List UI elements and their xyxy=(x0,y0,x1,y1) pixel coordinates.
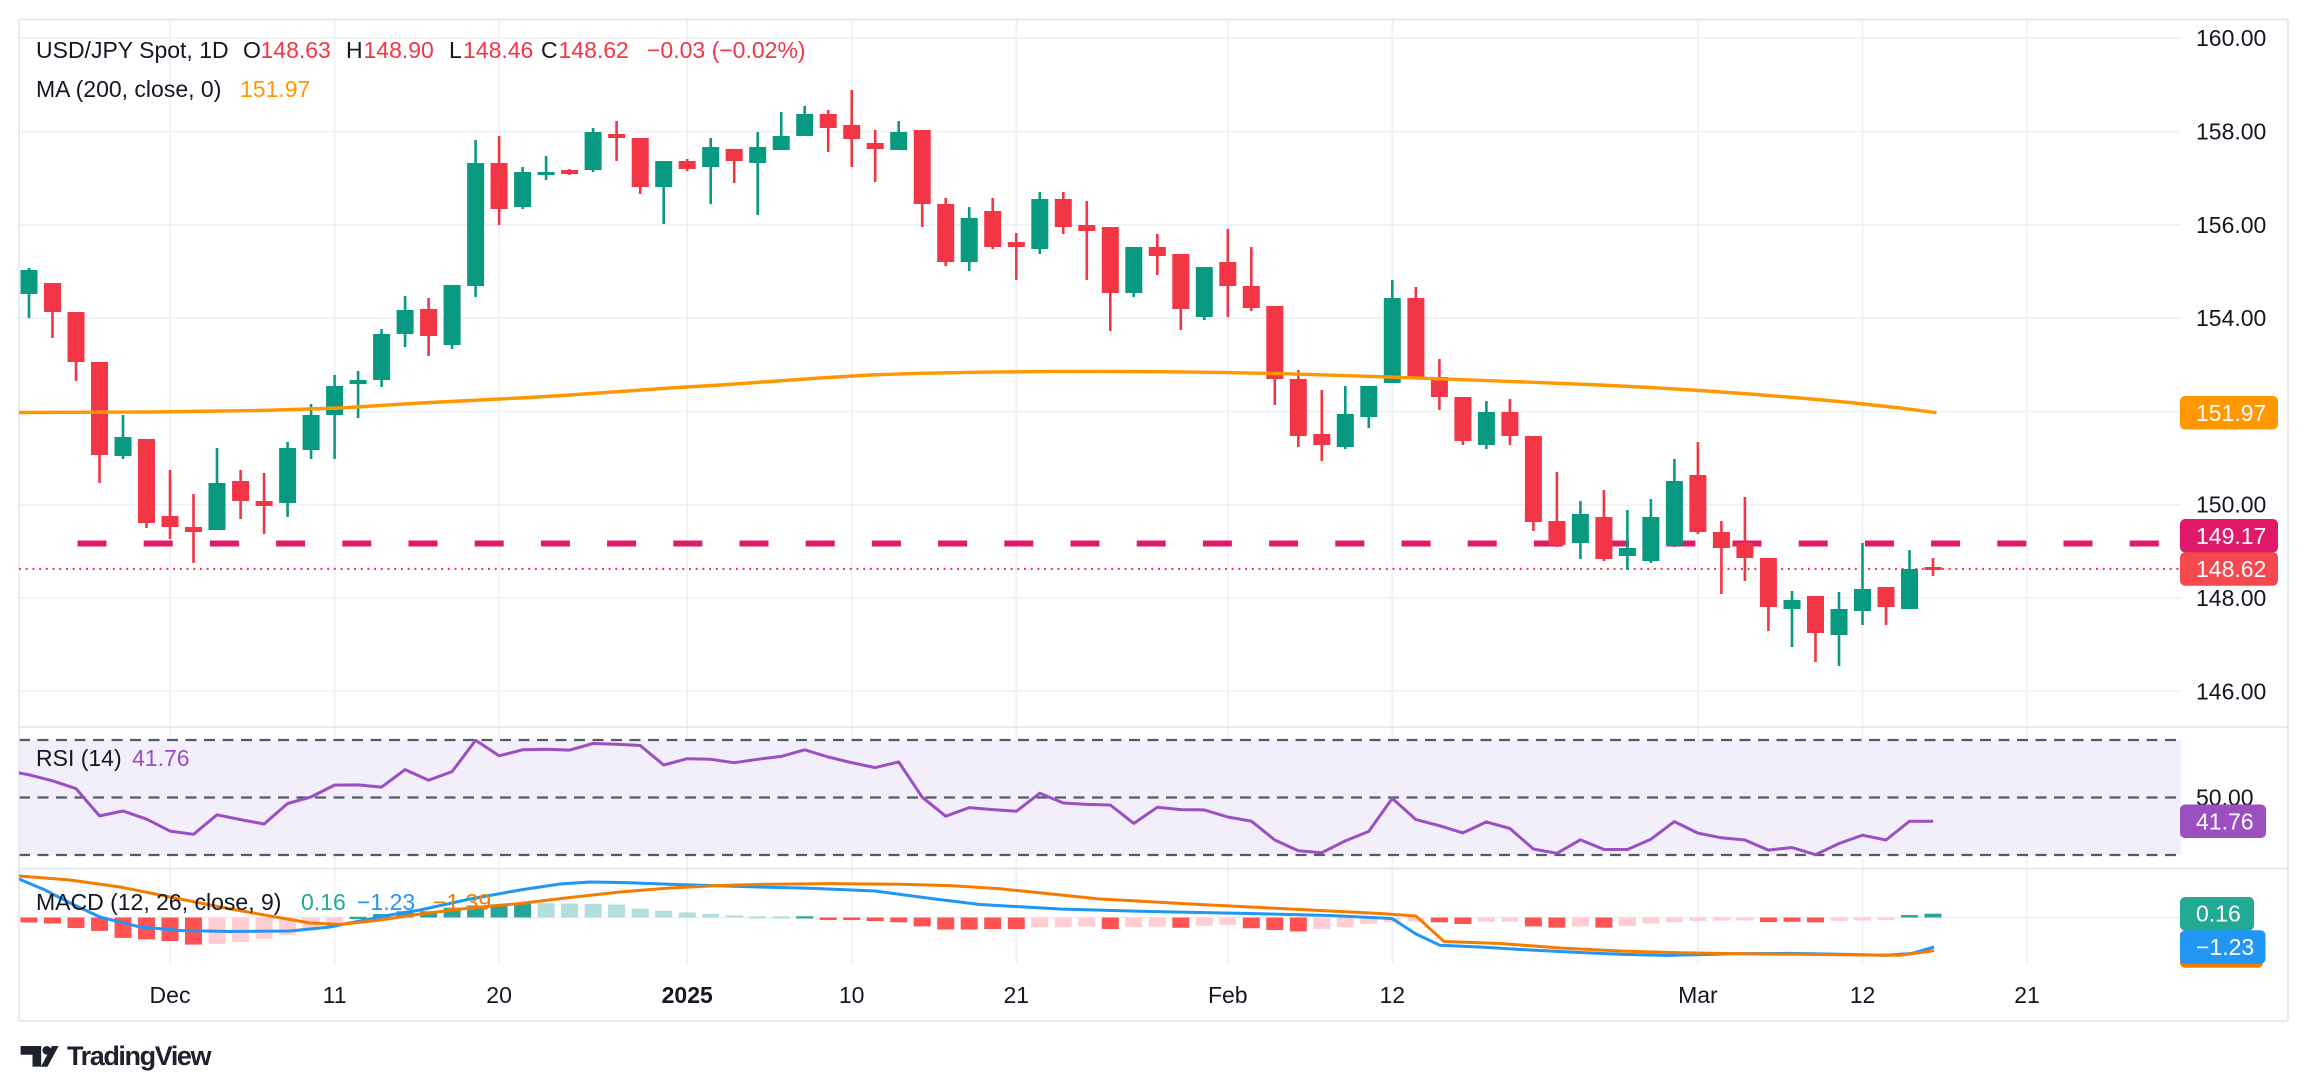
svg-text:12: 12 xyxy=(1850,982,1876,1008)
svg-text:USD/JPY Spot, 1D: USD/JPY Spot, 1D xyxy=(36,37,229,63)
svg-text:MACD (12, 26, close, 9): MACD (12, 26, close, 9) xyxy=(36,889,281,915)
svg-text:150.00: 150.00 xyxy=(2196,492,2266,518)
svg-text:RSI (14): RSI (14) xyxy=(36,745,122,771)
svg-text:0.16: 0.16 xyxy=(301,889,346,915)
svg-text:−1.39: −1.39 xyxy=(433,889,491,915)
svg-text:H: H xyxy=(346,37,363,63)
svg-text:148.00: 148.00 xyxy=(2196,585,2266,611)
svg-text:−1.23: −1.23 xyxy=(357,889,415,915)
svg-text:Feb: Feb xyxy=(1208,982,1248,1008)
svg-text:O: O xyxy=(243,37,261,63)
svg-text:21: 21 xyxy=(2014,982,2040,1008)
svg-text:20: 20 xyxy=(486,982,512,1008)
svg-text:156.00: 156.00 xyxy=(2196,212,2266,238)
svg-text:10: 10 xyxy=(839,982,865,1008)
svg-text:41.76: 41.76 xyxy=(132,745,190,771)
svg-text:L: L xyxy=(449,37,462,63)
svg-text:148.62: 148.62 xyxy=(559,37,629,63)
svg-text:158.00: 158.00 xyxy=(2196,119,2266,145)
svg-text:146.00: 146.00 xyxy=(2196,678,2266,704)
svg-text:Mar: Mar xyxy=(1678,982,1718,1008)
svg-text:160.00: 160.00 xyxy=(2196,25,2266,51)
svg-text:21: 21 xyxy=(1004,982,1030,1008)
svg-text:0.16: 0.16 xyxy=(2196,901,2241,927)
svg-text:C: C xyxy=(541,37,558,63)
svg-text:151.97: 151.97 xyxy=(240,76,310,102)
svg-text:149.17: 149.17 xyxy=(2196,523,2266,549)
svg-text:41.76: 41.76 xyxy=(2196,808,2254,834)
svg-text:2025: 2025 xyxy=(662,982,713,1008)
svg-text:Dec: Dec xyxy=(150,982,191,1008)
svg-text:148.46: 148.46 xyxy=(463,37,533,63)
svg-text:−0.03 (−0.02%): −0.03 (−0.02%) xyxy=(647,37,806,63)
svg-text:−1.23: −1.23 xyxy=(2196,934,2254,960)
svg-text:11: 11 xyxy=(323,982,347,1008)
svg-text:154.00: 154.00 xyxy=(2196,305,2266,331)
svg-text:151.97: 151.97 xyxy=(2196,400,2266,426)
svg-text:148.62: 148.62 xyxy=(2196,556,2266,582)
svg-text:148.63: 148.63 xyxy=(261,37,331,63)
svg-text:148.90: 148.90 xyxy=(364,37,434,63)
svg-text:12: 12 xyxy=(1380,982,1406,1008)
svg-text:TradingView: TradingView xyxy=(67,1041,213,1071)
svg-text:MA (200, close, 0): MA (200, close, 0) xyxy=(36,76,221,102)
